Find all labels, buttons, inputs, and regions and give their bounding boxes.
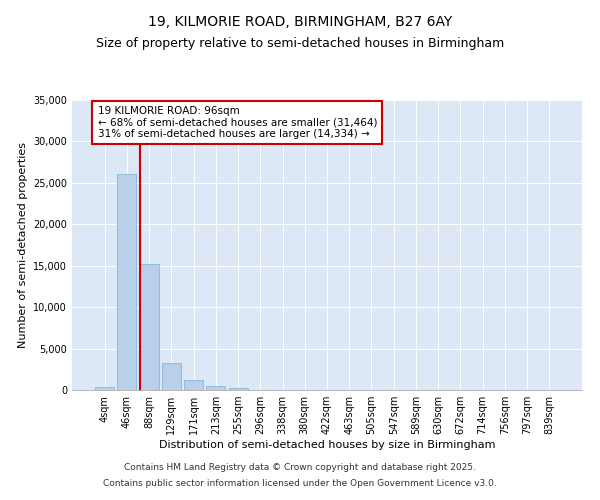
Text: 19 KILMORIE ROAD: 96sqm
← 68% of semi-detached houses are smaller (31,464)
31% o: 19 KILMORIE ROAD: 96sqm ← 68% of semi-de… — [97, 106, 377, 139]
Bar — [184, 380, 203, 390]
Text: Size of property relative to semi-detached houses in Birmingham: Size of property relative to semi-detach… — [96, 38, 504, 51]
Bar — [229, 388, 248, 390]
Bar — [162, 362, 181, 390]
Text: 19, KILMORIE ROAD, BIRMINGHAM, B27 6AY: 19, KILMORIE ROAD, BIRMINGHAM, B27 6AY — [148, 15, 452, 29]
Bar — [206, 386, 225, 390]
Text: Contains HM Land Registry data © Crown copyright and database right 2025.: Contains HM Land Registry data © Crown c… — [124, 464, 476, 472]
Bar — [140, 264, 158, 390]
X-axis label: Distribution of semi-detached houses by size in Birmingham: Distribution of semi-detached houses by … — [159, 440, 495, 450]
Bar — [118, 174, 136, 390]
Y-axis label: Number of semi-detached properties: Number of semi-detached properties — [17, 142, 28, 348]
Bar — [95, 387, 114, 390]
Text: Contains public sector information licensed under the Open Government Licence v3: Contains public sector information licen… — [103, 478, 497, 488]
